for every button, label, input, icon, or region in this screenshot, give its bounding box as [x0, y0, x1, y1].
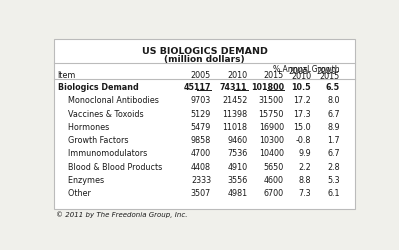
Text: 17.3: 17.3	[293, 110, 311, 118]
Text: 5.3: 5.3	[327, 176, 340, 185]
Text: 2333: 2333	[191, 176, 211, 185]
Text: 7.3: 7.3	[298, 189, 311, 198]
Text: 101800: 101800	[251, 83, 284, 92]
Text: 10400: 10400	[259, 149, 284, 158]
Text: 31500: 31500	[259, 96, 284, 105]
Text: 2010-: 2010-	[317, 67, 340, 76]
Text: 9703: 9703	[191, 96, 211, 105]
Text: 1.7: 1.7	[327, 136, 340, 145]
Text: Biologics Demand: Biologics Demand	[57, 83, 138, 92]
Text: 5479: 5479	[191, 123, 211, 132]
Text: Immunomodulators: Immunomodulators	[57, 149, 147, 158]
Text: 6.1: 6.1	[327, 189, 340, 198]
Text: 11398: 11398	[222, 110, 247, 118]
Text: 2015: 2015	[320, 72, 340, 81]
Text: 2005: 2005	[191, 71, 211, 80]
Text: 9858: 9858	[191, 136, 211, 145]
Text: 2010: 2010	[227, 71, 247, 80]
Text: 8.9: 8.9	[327, 123, 340, 132]
Text: 2015: 2015	[264, 71, 284, 80]
Text: 4981: 4981	[227, 189, 247, 198]
Text: 4600: 4600	[264, 176, 284, 185]
Text: Growth Factors: Growth Factors	[57, 136, 128, 145]
Text: 6.5: 6.5	[326, 83, 340, 92]
Text: 2005-: 2005-	[288, 67, 311, 76]
Text: Other: Other	[57, 189, 91, 198]
Text: 5650: 5650	[264, 162, 284, 172]
Text: 2.8: 2.8	[327, 162, 340, 172]
Text: 3556: 3556	[227, 176, 247, 185]
Text: 3507: 3507	[191, 189, 211, 198]
Text: 9460: 9460	[227, 136, 247, 145]
Text: 4408: 4408	[191, 162, 211, 172]
Text: © 2011 by The Freedonia Group, Inc.: © 2011 by The Freedonia Group, Inc.	[56, 212, 188, 218]
Text: Blood & Blood Products: Blood & Blood Products	[57, 162, 162, 172]
Text: 2010: 2010	[291, 72, 311, 81]
Text: 6.7: 6.7	[327, 149, 340, 158]
Text: 6700: 6700	[264, 189, 284, 198]
Text: 4910: 4910	[227, 162, 247, 172]
Text: (million dollars): (million dollars)	[164, 55, 245, 64]
Text: Item: Item	[57, 71, 76, 80]
Text: -0.8: -0.8	[296, 136, 311, 145]
Text: 17.2: 17.2	[293, 96, 311, 105]
Text: 10.5: 10.5	[291, 83, 311, 92]
Text: 9.9: 9.9	[298, 149, 311, 158]
Text: 2.2: 2.2	[298, 162, 311, 172]
Text: 6.7: 6.7	[327, 110, 340, 118]
Text: 15750: 15750	[259, 110, 284, 118]
FancyBboxPatch shape	[54, 39, 355, 209]
Text: 16900: 16900	[259, 123, 284, 132]
Text: 8.0: 8.0	[327, 96, 340, 105]
Text: 74311: 74311	[220, 83, 247, 92]
Text: 4700: 4700	[191, 149, 211, 158]
Text: 45117: 45117	[184, 83, 211, 92]
Text: US BIOLOGICS DEMAND: US BIOLOGICS DEMAND	[142, 47, 267, 56]
Text: 11018: 11018	[223, 123, 247, 132]
Text: Monoclonal Antibodies: Monoclonal Antibodies	[57, 96, 158, 105]
Text: 21452: 21452	[222, 96, 247, 105]
Text: Vaccines & Toxoids: Vaccines & Toxoids	[57, 110, 143, 118]
Text: 7536: 7536	[227, 149, 247, 158]
Text: 15.0: 15.0	[293, 123, 311, 132]
Text: 10300: 10300	[259, 136, 284, 145]
Text: Hormones: Hormones	[57, 123, 109, 132]
Text: Enzymes: Enzymes	[57, 176, 104, 185]
Text: 5129: 5129	[191, 110, 211, 118]
Text: % Annual Growth: % Annual Growth	[273, 65, 340, 74]
Text: 8.8: 8.8	[298, 176, 311, 185]
